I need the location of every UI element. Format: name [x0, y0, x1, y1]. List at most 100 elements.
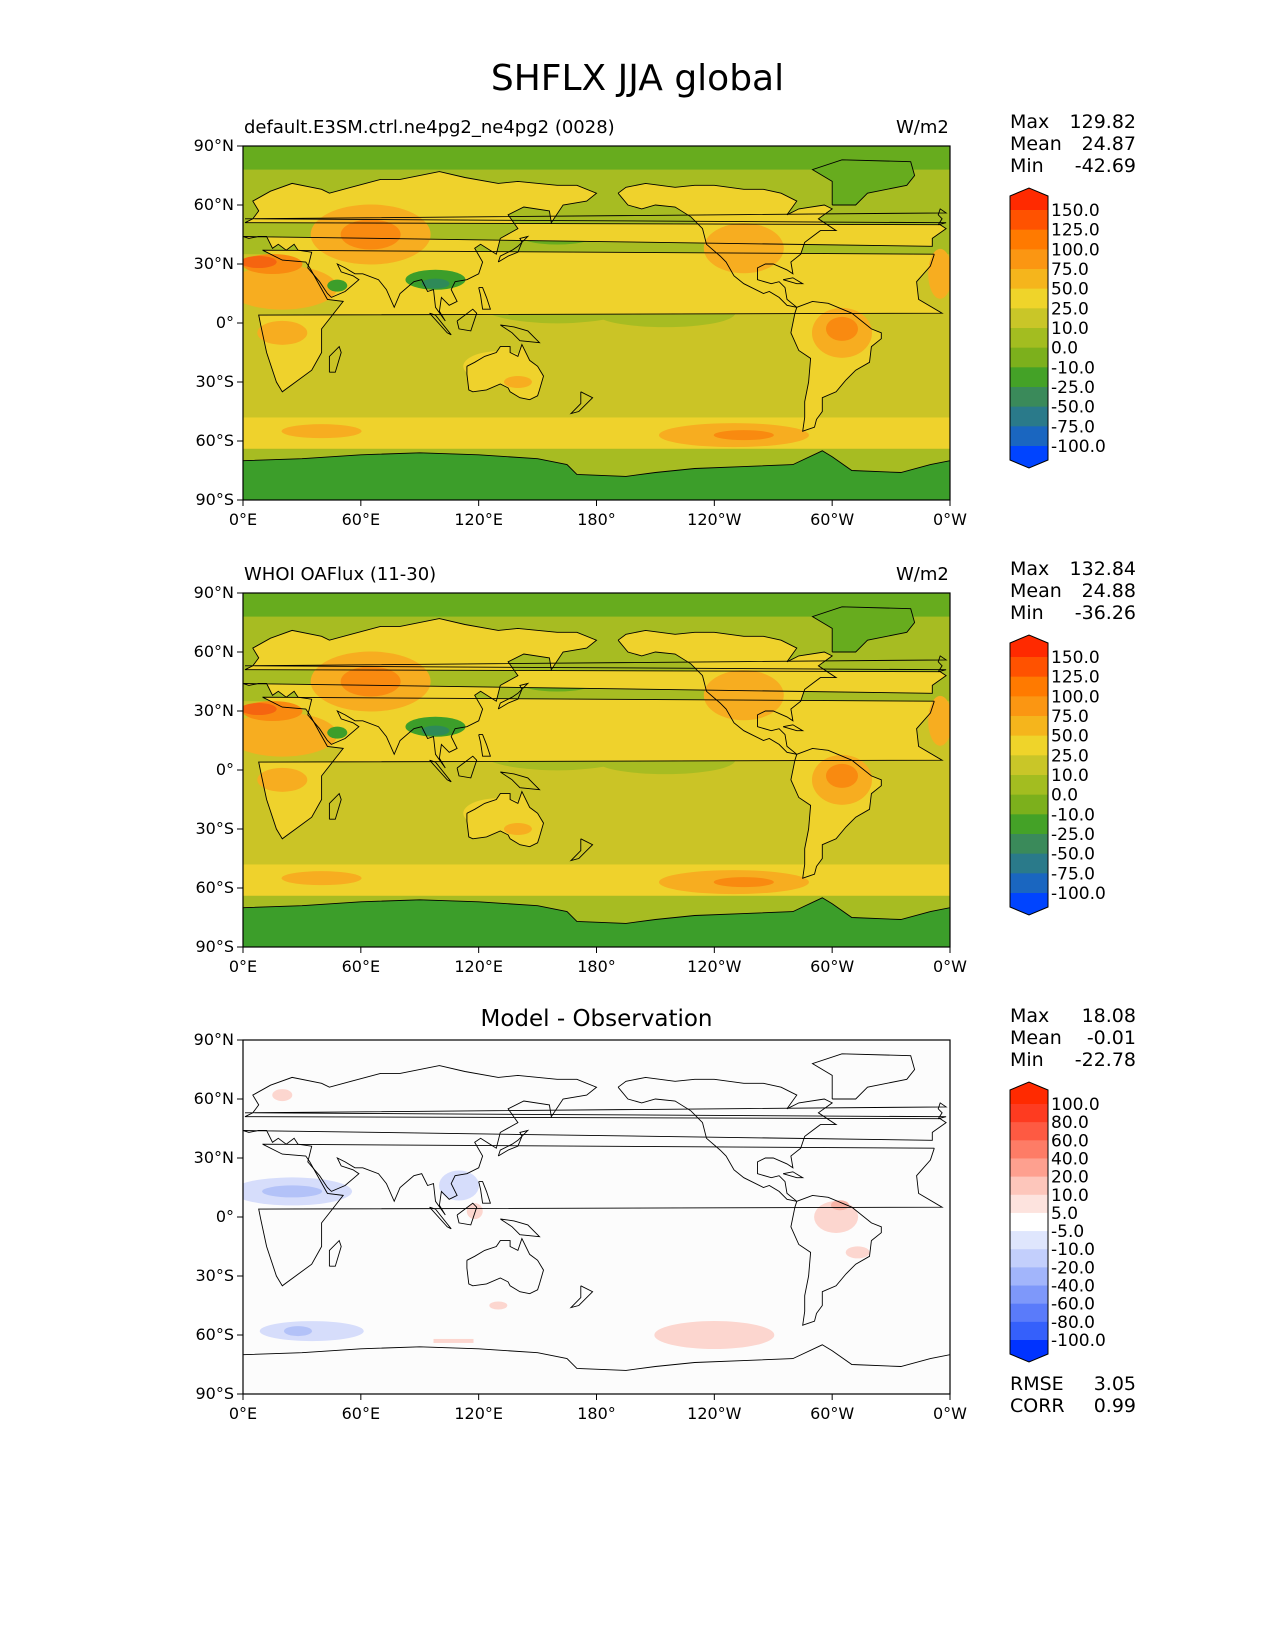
- colorbar-tick-label: 0.0: [1051, 786, 1078, 806]
- lat-tick-label: 0°: [216, 1207, 234, 1226]
- colorbar-tick-label: 60.0: [1051, 1131, 1089, 1151]
- philippines-coast: [478, 734, 492, 757]
- lat-tick-label: 60°S: [195, 878, 234, 897]
- colorbar-tick-label: 100.0: [1051, 240, 1100, 260]
- arabian-cool: [327, 279, 348, 292]
- colorbar-segment: [1010, 288, 1048, 309]
- europe-positive: [272, 1089, 293, 1102]
- south-america-coast: [790, 300, 882, 432]
- arabian-cool: [327, 726, 348, 739]
- panel1-units: W/m2: [896, 117, 949, 138]
- lat-tick-label: 30°N: [194, 254, 234, 273]
- lon-tick-label: 60°W: [810, 957, 854, 976]
- coastlines: [243, 159, 950, 500]
- north-america-hot: [703, 670, 784, 721]
- colorbar-tick-label: 20.0: [1051, 1168, 1089, 1188]
- cuba-coast: [782, 1171, 805, 1179]
- south-indian-hot: [281, 424, 362, 439]
- coastlines: [243, 1053, 950, 1394]
- lon-tick-label: 0°E: [229, 510, 257, 529]
- colorbar-segment: [1010, 1249, 1048, 1268]
- west-africa-hot: [928, 695, 950, 746]
- lat-tick-label: 90°N: [194, 1030, 234, 1049]
- south-indian-hot: [281, 871, 362, 886]
- colorbar-segment: [1010, 834, 1048, 855]
- south-pacific-positive: [654, 1321, 775, 1349]
- colorbar-tick-label: 10.0: [1051, 766, 1089, 786]
- colorbar-segment: [1010, 406, 1048, 427]
- central-asia-very-hot: [340, 666, 401, 697]
- africa-coast: [258, 249, 944, 393]
- north-america-hot: [703, 223, 784, 274]
- colorbar-segment: [1010, 249, 1048, 270]
- eurasia-coast: [243, 1065, 947, 1216]
- colorbar-tick-label: -60.0: [1051, 1295, 1095, 1315]
- metric-corr-label: CORR: [1010, 1395, 1065, 1417]
- colorbar-tick-label: -75.0: [1051, 864, 1095, 884]
- colorbar-segment: [1010, 1104, 1048, 1123]
- colorbar-segment: [1010, 1158, 1048, 1178]
- colorbar-tick-label: 40.0: [1051, 1149, 1089, 1169]
- australia-coast: [466, 1237, 544, 1295]
- lon-tick-label: 180°: [577, 957, 616, 976]
- sumatra-coast: [429, 312, 452, 336]
- colorbar-tick-label: 5.0: [1051, 1204, 1078, 1224]
- colorbar-segment: [1010, 347, 1048, 368]
- australia-coast: [466, 790, 544, 848]
- borneo-coast: [456, 755, 478, 779]
- antarctica-coast: [243, 897, 950, 947]
- colorbar-tick-label: 150.0: [1051, 648, 1100, 668]
- japan-coast: [497, 682, 530, 710]
- panel2-colorbar: 150.0125.0100.075.050.025.010.00.0-10.0-…: [1009, 634, 1106, 916]
- japan-coast: [497, 1129, 530, 1157]
- new-zealand-coast: [569, 1285, 594, 1309]
- panel2-map: 90°N 60°N 30°N 0° 30°S 60°S 90°S0°E 60°E 120°E 18…: [194, 583, 968, 976]
- madagascar-coast: [328, 345, 342, 373]
- colorbar-segment: [1010, 1321, 1048, 1341]
- colorbar-extend-bottom: [1010, 1340, 1048, 1362]
- colorbar-tick-label: -10.0: [1051, 805, 1095, 825]
- metric-corr-value: 0.99: [1093, 1395, 1136, 1417]
- new-zealand-coast: [569, 391, 594, 415]
- colorbar-extend-top: [1010, 1082, 1048, 1104]
- southern-positive-streak: [433, 1338, 474, 1343]
- eurasia-coast: [243, 618, 947, 769]
- lon-tick-label: 0°W: [933, 957, 967, 976]
- colorbar-tick-label: 80.0: [1051, 1113, 1089, 1133]
- colorbar-tick-label: 25.0: [1051, 746, 1089, 766]
- lat-tick-label: 30°S: [195, 819, 234, 838]
- southern-ocean-band: [243, 864, 950, 896]
- lon-tick-label: 0°W: [933, 510, 967, 529]
- panel3-stats: Max 18.08 Mean -0.01 Min -22.78: [1010, 1005, 1136, 1071]
- panel2-stats: Max 132.84 Mean 24.88 Min -36.26: [1010, 558, 1136, 624]
- colorbar-extend-top: [1010, 188, 1048, 210]
- stat-min-value: -42.69: [1074, 155, 1136, 177]
- stat-mean-label: Mean: [1010, 133, 1062, 155]
- colorbar-segment: [1010, 735, 1048, 756]
- sahara-hot: [243, 265, 338, 310]
- colorbar-segment: [1010, 1285, 1048, 1305]
- colorbar-tick-label: 50.0: [1051, 727, 1089, 747]
- colorbar-tick-label: -20.0: [1051, 1258, 1095, 1278]
- colorbar-tick-label: -10.0: [1051, 1240, 1095, 1260]
- lat-tick-label: 0°: [216, 313, 234, 332]
- colorbar-segment: [1010, 1231, 1048, 1250]
- colorbar-segment: [1010, 1194, 1048, 1214]
- philippines-coast: [478, 1181, 492, 1204]
- lon-tick-label: 60°E: [342, 1404, 380, 1423]
- colorbar-segment: [1010, 1212, 1048, 1232]
- panel1-colorbar: 150.0125.0100.075.050.025.010.00.0-10.0-…: [1009, 187, 1106, 469]
- south-indian-negative-core: [283, 1326, 312, 1337]
- borneo-coast: [456, 308, 478, 332]
- colorbar-tick-label: 100.0: [1051, 1095, 1100, 1115]
- colorbar-outline: [1009, 1081, 1049, 1363]
- greenland-coast: [811, 159, 916, 206]
- colorbar-segment: [1010, 873, 1048, 894]
- colorbar-tick-label: 25.0: [1051, 299, 1089, 319]
- colorbar-segment: [1010, 1176, 1048, 1196]
- philippines-coast: [478, 287, 492, 310]
- stat-max-label: Max: [1010, 1005, 1050, 1027]
- lon-tick-label: 120°W: [687, 510, 742, 529]
- lat-tick-label: 60°S: [195, 1325, 234, 1344]
- colorbar-segment: [1010, 1303, 1048, 1323]
